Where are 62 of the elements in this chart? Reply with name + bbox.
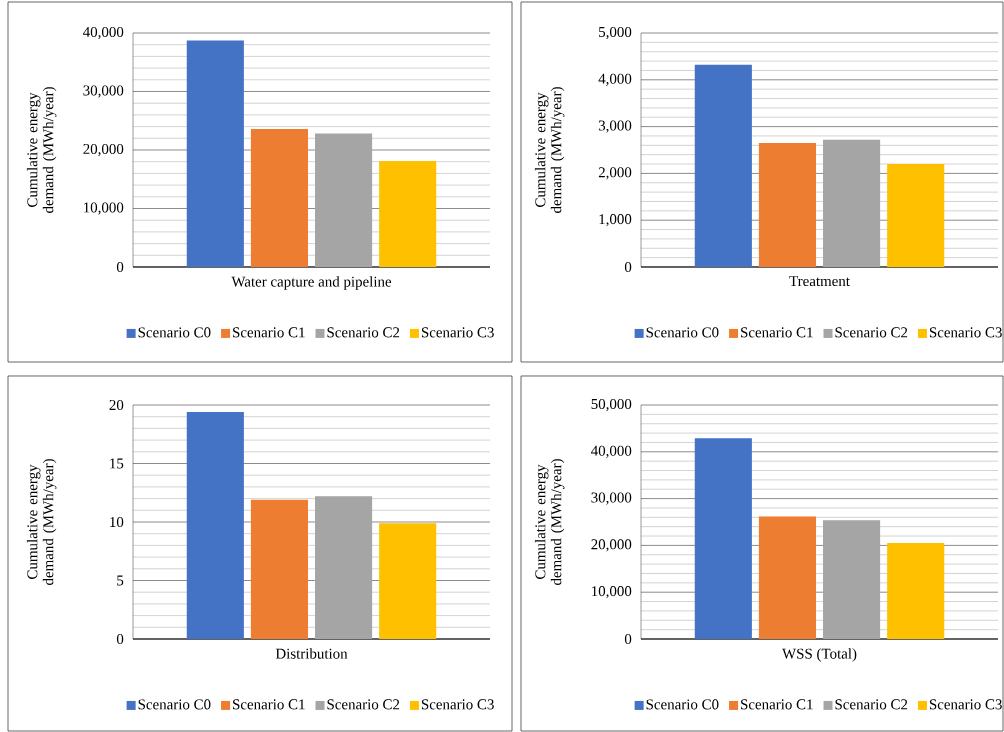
bar [887, 543, 945, 639]
y-tick-label: 5,000 [599, 26, 632, 40]
legend-label: Scenario C3 [929, 327, 1002, 338]
y-tick-label: 3,000 [598, 120, 632, 133]
legend-label: Scenario C3 [421, 327, 494, 338]
bar [186, 412, 244, 639]
legend-label: Scenario C0 [138, 699, 211, 710]
legend-label: Scenario C2 [327, 699, 400, 710]
y-tick-label: 0 [116, 261, 124, 273]
bar [250, 499, 308, 639]
y-tick-label: 30,000 [591, 492, 632, 505]
y-tick-label: 20 [109, 399, 124, 411]
bar [250, 128, 308, 267]
legend-label: Scenario C0 [646, 327, 719, 338]
bar [315, 496, 373, 639]
legend-label: Scenario C1 [233, 699, 305, 710]
y-tick-label: 20,000 [83, 143, 124, 157]
y-tick-label: 30,000 [83, 85, 124, 98]
y-tick-label: 15 [110, 458, 124, 469]
y-tick-label: 4,000 [598, 73, 632, 86]
bar [758, 142, 817, 267]
legend-label: Scenario C3 [421, 699, 494, 710]
y-tick-label: 50,000 [591, 398, 632, 412]
bar [694, 64, 752, 267]
legend-label: Scenario C2 [835, 699, 908, 710]
legend-label: Scenario C1 [233, 327, 305, 338]
y-tick-label: 5 [117, 575, 124, 586]
y-tick-label: 40,000 [591, 445, 632, 458]
y-tick-label: 1,000 [599, 214, 632, 227]
bar [758, 516, 817, 639]
x-tick-label: Treatment [789, 276, 850, 287]
legend-label: Scenario C2 [835, 327, 908, 338]
y-axis-title: Cumulative energy demand (MWh/year) [534, 87, 565, 213]
y-tick-label: 0 [624, 633, 632, 645]
bar [186, 40, 244, 267]
y-axis-title: Cumulative energy demand (MWh/year) [534, 459, 565, 585]
y-tick-label: 10,000 [84, 202, 124, 215]
y-tick-label: 10 [110, 516, 124, 528]
legend-label: Scenario C0 [646, 699, 719, 710]
y-axis-title: Cumulative energy demand (MWh/year) [26, 87, 57, 213]
legend-label: Scenario C1 [741, 699, 813, 710]
bar [379, 523, 437, 639]
bar [887, 164, 945, 267]
y-tick-label: 20,000 [591, 539, 632, 552]
y-axis-title: Cumulative energy demand (MWh/year) [26, 459, 57, 585]
legend-label: Scenario C3 [929, 699, 1002, 710]
bar [823, 139, 881, 267]
x-tick-label: Distribution [275, 648, 348, 659]
bar [315, 133, 373, 267]
legend-label: Scenario C1 [741, 327, 813, 338]
bar [694, 438, 752, 639]
y-tick-label: 0 [624, 261, 632, 273]
y-tick-label: 10,000 [592, 586, 632, 599]
x-tick-label: WSS (Total) [782, 648, 857, 662]
legend-label: Scenario C0 [138, 327, 211, 338]
x-tick-label: Water capture and pipeline [231, 276, 392, 290]
y-tick-label: 2,000 [598, 167, 632, 180]
bar [379, 161, 437, 267]
y-tick-label: 0 [116, 633, 124, 645]
y-tick-label: 40,000 [83, 26, 124, 40]
legend-label: Scenario C2 [327, 327, 400, 338]
bar [823, 520, 881, 639]
